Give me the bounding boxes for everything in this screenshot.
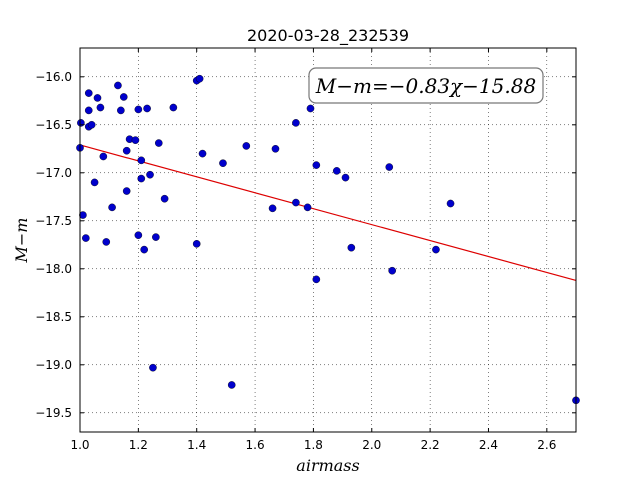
data-point [79,211,87,219]
chart-title: 2020-03-28_232539 [247,26,409,46]
x-tick-label: 1.8 [304,438,323,452]
y-axis-label: M−m [12,218,31,264]
data-point [87,121,96,129]
data-point [192,240,201,248]
data-point [122,146,131,155]
fit-line-layer [79,144,577,281]
data-point [82,234,90,242]
data-point [169,103,178,112]
data-point [131,136,140,144]
data-point [154,139,163,147]
y-tick-label: −17.0 [35,166,72,180]
data-point [152,233,160,241]
data-point [149,363,157,372]
data-point [143,104,151,113]
y-tick-label: −18.5 [35,310,72,324]
data-point [90,178,99,187]
data-point [303,203,312,212]
data-point [140,245,148,254]
y-tick-label: −16.0 [35,70,72,84]
axis-ticks: 1.0 1.2 1.4 1.6 1.8 2.0 2.2 2.4 2.6 −16.0 −16.5 −17… [35,48,576,452]
data-point [114,81,122,90]
data-point [292,119,300,127]
data-point [341,173,350,182]
data-point [119,93,128,101]
y-tick-label: −19.5 [35,406,72,420]
data-point [227,381,236,389]
x-tick-label: 2.4 [479,438,498,452]
data-point [242,142,251,150]
data-point [146,170,154,179]
data-point [432,245,440,254]
data-point [385,163,394,171]
data-point [84,89,93,97]
data-point [93,94,102,102]
y-tick-label: −19.0 [35,358,72,372]
data-point [134,231,143,239]
data-point [134,105,143,114]
data-point [219,159,227,167]
fit-equation-box: M−m=−0.83χ−15.88 [308,67,544,104]
fit-line [79,144,577,281]
data-point [388,266,396,275]
y-tick-label: −17.5 [35,214,72,228]
y-tick-label: −16.5 [35,118,72,132]
x-axis-label: airmass [296,456,359,475]
data-point [306,104,315,113]
plot-area [79,47,577,433]
data-point [77,119,85,127]
data-point [84,106,93,115]
x-tick-label: 1.4 [187,438,206,452]
data-point [137,174,146,183]
x-tick-label: 1.6 [246,438,265,452]
fit-equation: M−m=−0.83χ−15.88 [315,74,536,98]
data-point [198,149,207,158]
data-points [76,74,580,405]
x-tick-label: 1.2 [129,438,148,452]
data-point [160,194,169,203]
x-tick-label: 2.2 [421,438,440,452]
data-point [99,152,108,161]
data-point [96,103,105,112]
data-point [108,203,116,212]
x-tick-label: 2.6 [537,438,556,452]
y-tick-label: −18.0 [35,262,72,276]
x-tick-label: 2.0 [362,438,381,452]
data-point [271,144,280,153]
data-point [122,187,131,195]
data-point [312,161,321,169]
data-point [268,204,277,213]
data-point [332,167,341,175]
data-point [102,238,111,246]
data-point [117,106,125,115]
data-point [292,198,300,207]
data-point [312,275,321,284]
data-point [195,74,204,83]
data-point [347,243,356,252]
data-point [137,156,146,165]
x-tick-label: 1.0 [70,438,89,452]
fit-equation-border [308,67,544,104]
data-point [446,199,455,208]
